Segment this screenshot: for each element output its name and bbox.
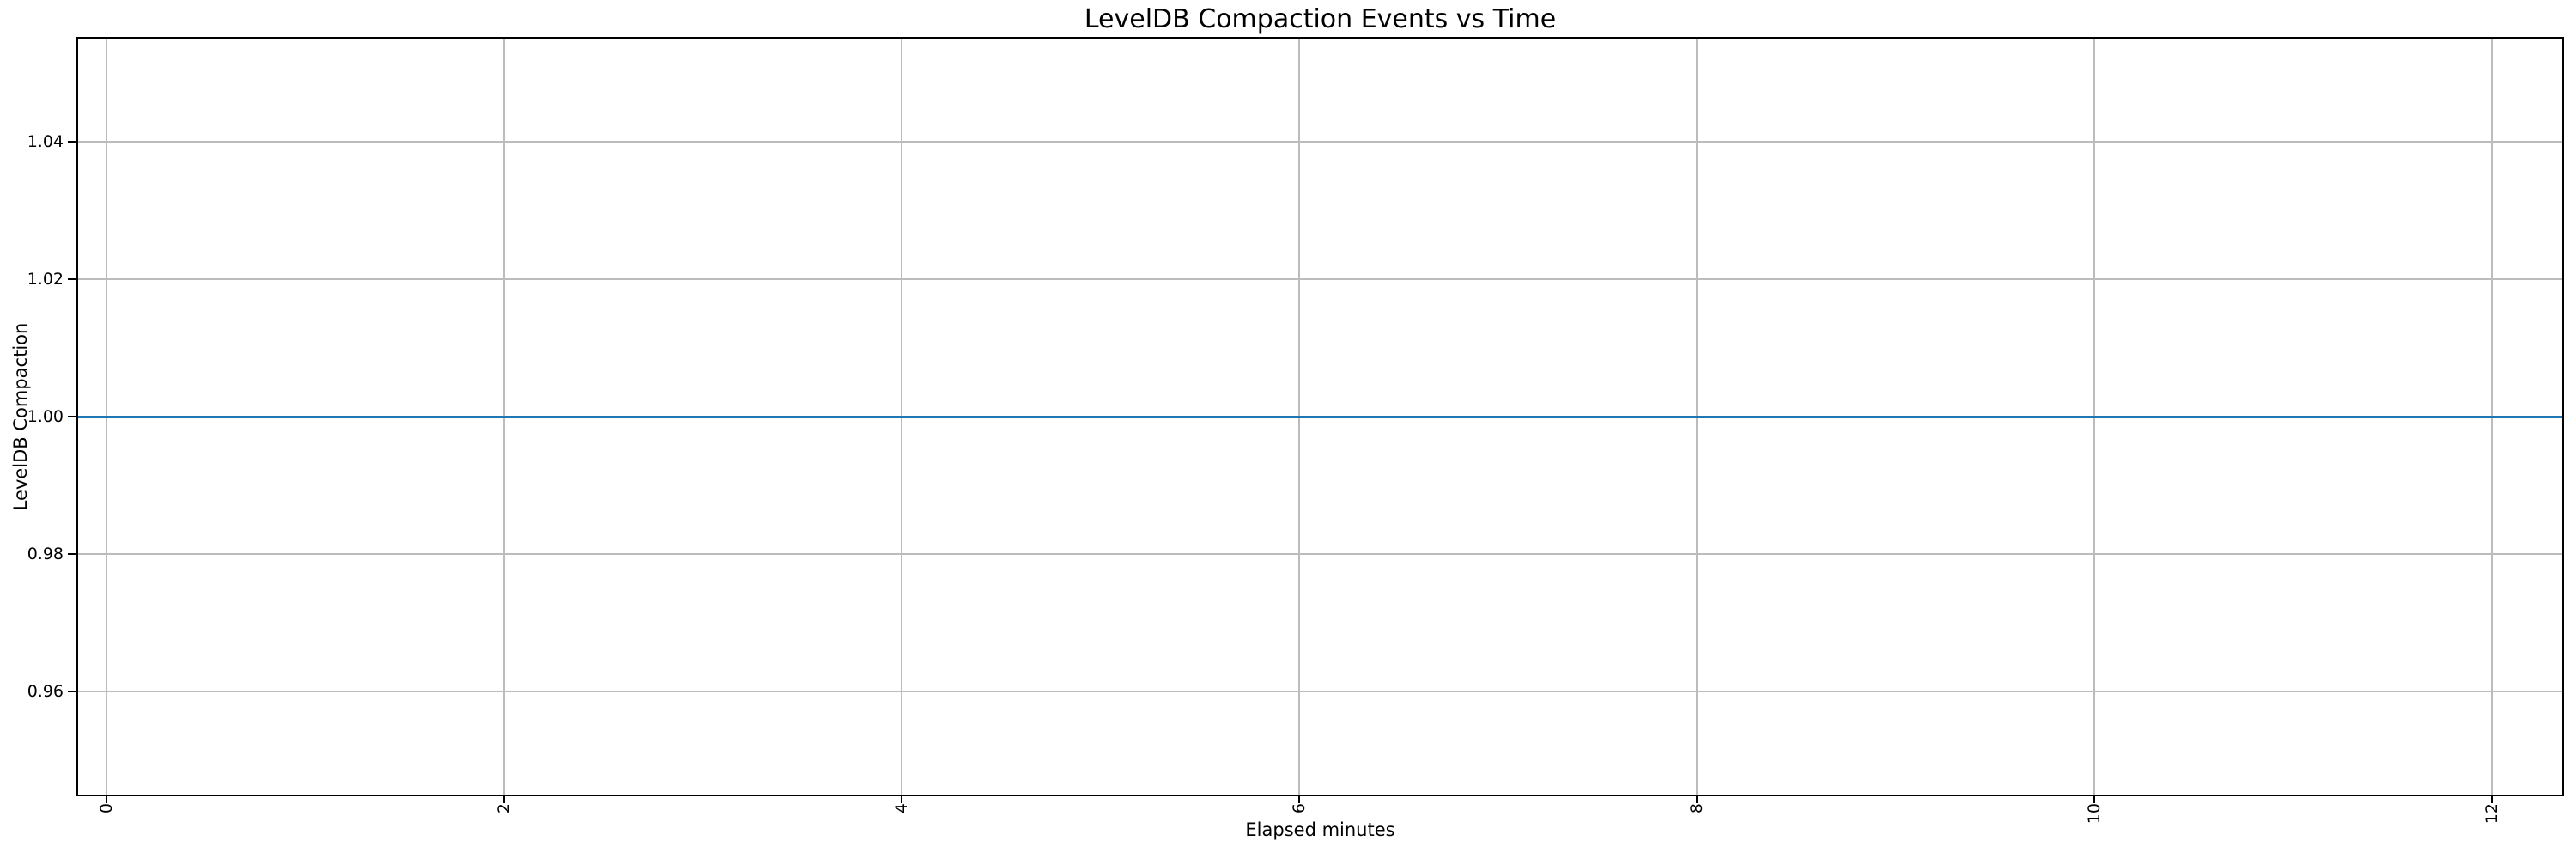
y-tick-label: 1.04 — [27, 132, 64, 151]
y-gridline — [78, 691, 2562, 692]
y-tick-label: 0.96 — [27, 682, 64, 701]
x-axis-label: Elapsed minutes — [1245, 819, 1395, 840]
y-tick-mark — [68, 691, 76, 692]
y-gridline — [78, 553, 2562, 555]
y-axis-label: LevelDB Compaction — [10, 322, 31, 511]
y-tick-mark — [68, 141, 76, 143]
axis-spine-top — [76, 37, 2564, 39]
x-tick-mark — [1695, 796, 1698, 803]
axis-spine-right — [2562, 37, 2564, 796]
y-tick-mark — [68, 278, 76, 280]
y-gridline — [78, 141, 2562, 143]
plot-area: 0.96 0.98 1.00 1.02 1.04 0 2 4 6 8 10 12 — [27, 37, 2564, 824]
axis-spine-left — [76, 37, 78, 796]
y-gridline — [78, 278, 2562, 280]
y-tick-label: 1.00 — [27, 407, 64, 426]
x-tick-mark — [2490, 796, 2493, 803]
y-tick-mark — [68, 416, 76, 417]
x-tick-mark — [1297, 796, 1300, 803]
x-tick-mark — [502, 796, 505, 803]
axis-spine-bottom — [76, 795, 2564, 796]
y-tick-label: 0.98 — [27, 545, 64, 564]
x-tick-mark — [900, 796, 902, 803]
data-line — [78, 415, 2562, 418]
x-tick-mark — [105, 796, 107, 803]
y-tick-mark — [68, 553, 76, 555]
chart-title: LevelDB Compaction Events vs Time — [1084, 4, 1557, 34]
y-tick-label: 1.02 — [27, 270, 64, 289]
x-tick-mark — [2093, 796, 2095, 803]
